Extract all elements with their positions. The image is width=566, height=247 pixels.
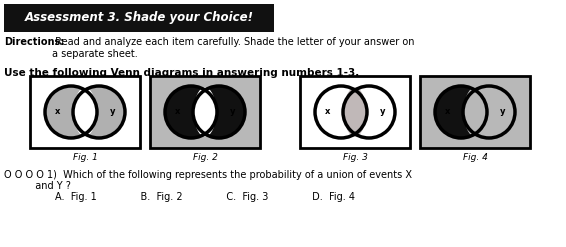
Text: y: y — [500, 107, 505, 117]
Text: Read and analyze each item carefully. Shade the letter of your answer on
a separ: Read and analyze each item carefully. Sh… — [52, 37, 414, 59]
Ellipse shape — [435, 86, 487, 138]
Text: y: y — [380, 107, 385, 117]
Ellipse shape — [464, 87, 486, 137]
Text: and Y ?: and Y ? — [4, 181, 71, 191]
Text: y: y — [230, 107, 235, 117]
Ellipse shape — [315, 86, 367, 138]
Ellipse shape — [165, 86, 217, 138]
Bar — [300, 76, 410, 148]
Text: Fig. 1: Fig. 1 — [72, 153, 97, 162]
Bar — [420, 76, 530, 148]
Text: A.  Fig. 1              B.  Fig. 2              C.  Fig. 3              D.  Fig.: A. Fig. 1 B. Fig. 2 C. Fig. 3 D. Fig. — [55, 192, 355, 202]
Text: x: x — [55, 107, 60, 117]
Text: O O O O 1)  Which of the following represents the probability of a union of even: O O O O 1) Which of the following repres… — [4, 170, 412, 180]
Ellipse shape — [193, 86, 245, 138]
Ellipse shape — [343, 86, 395, 138]
Ellipse shape — [344, 87, 366, 137]
Ellipse shape — [74, 87, 96, 137]
Bar — [4, 4, 274, 32]
Text: Assessment 3. Shade your Choice!: Assessment 3. Shade your Choice! — [24, 12, 254, 24]
Bar — [30, 76, 140, 148]
Text: Fig. 3: Fig. 3 — [342, 153, 367, 162]
Text: y: y — [110, 107, 115, 117]
Text: Fig. 4: Fig. 4 — [462, 153, 487, 162]
Bar — [150, 76, 260, 148]
Text: Directions:: Directions: — [4, 37, 65, 47]
Ellipse shape — [463, 86, 515, 138]
Text: x: x — [445, 107, 450, 117]
Text: x: x — [175, 107, 180, 117]
Ellipse shape — [194, 87, 216, 137]
Ellipse shape — [45, 86, 97, 138]
Text: Use the following Venn diagrams in answering numbers 1-3.: Use the following Venn diagrams in answe… — [4, 68, 359, 78]
Text: x: x — [325, 107, 330, 117]
Text: Fig. 2: Fig. 2 — [192, 153, 217, 162]
Ellipse shape — [73, 86, 125, 138]
